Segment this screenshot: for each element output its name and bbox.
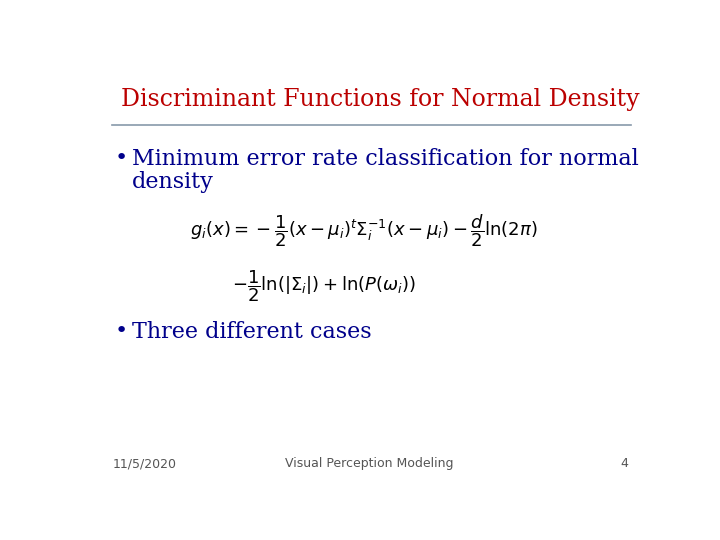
- Text: $-\dfrac{1}{2}\ln(|\Sigma_i|) + \ln(P(\omega_i))$: $-\dfrac{1}{2}\ln(|\Sigma_i|) + \ln(P(\o…: [233, 268, 416, 304]
- Text: $g_i(x) = -\dfrac{1}{2}(x - \mu_i)^t \Sigma_i^{-1}(x - \mu_i) - \dfrac{d}{2}\ln(: $g_i(x) = -\dfrac{1}{2}(x - \mu_i)^t \Si…: [190, 212, 538, 249]
- Text: Discriminant Functions for Normal Density: Discriminant Functions for Normal Densit…: [121, 87, 639, 111]
- Text: 4: 4: [621, 457, 629, 470]
- Text: Three different cases: Three different cases: [132, 321, 372, 342]
- Text: Minimum error rate classification for normal: Minimum error rate classification for no…: [132, 148, 639, 170]
- Text: •: •: [115, 148, 128, 168]
- Text: 11/5/2020: 11/5/2020: [112, 457, 176, 470]
- Text: Visual Perception Modeling: Visual Perception Modeling: [284, 457, 454, 470]
- Text: •: •: [115, 321, 128, 341]
- Text: density: density: [132, 171, 214, 193]
